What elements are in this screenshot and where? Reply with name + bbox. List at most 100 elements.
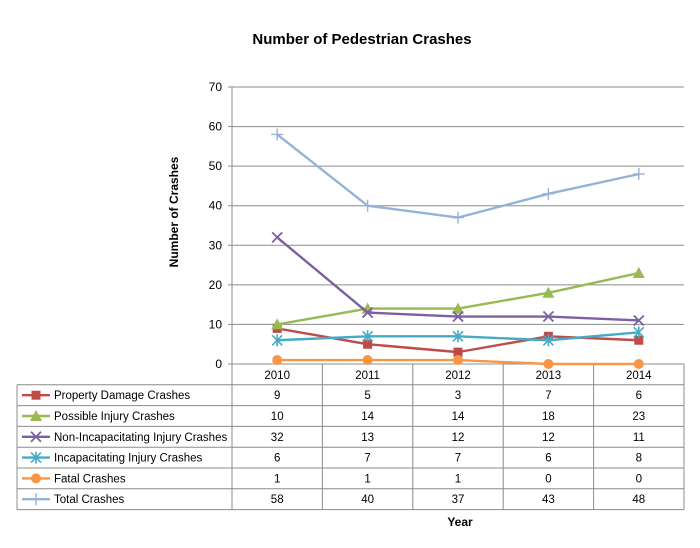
y-tick-label: 30 bbox=[209, 238, 223, 252]
legend-key bbox=[22, 451, 50, 464]
legend-marker bbox=[31, 390, 41, 400]
series-fatal-crashes bbox=[272, 355, 644, 369]
table-cell: 12 bbox=[542, 432, 555, 444]
legend-key bbox=[22, 493, 50, 506]
legend-label: Fatal Crashes bbox=[54, 473, 126, 485]
x-tick-label: 2011 bbox=[355, 370, 380, 382]
data-point bbox=[542, 310, 555, 323]
table-cell: 3 bbox=[455, 390, 461, 402]
y-tick-label: 10 bbox=[209, 317, 223, 331]
legend-label: Possible Injury Crashes bbox=[54, 411, 175, 423]
table-cell: 14 bbox=[361, 411, 374, 423]
legend-marker bbox=[30, 431, 42, 443]
data-point bbox=[452, 330, 464, 343]
data-point bbox=[453, 347, 463, 357]
series-total-crashes bbox=[271, 128, 645, 224]
y-tick-label: 20 bbox=[209, 278, 223, 292]
data-point bbox=[271, 128, 284, 141]
table-cell: 0 bbox=[545, 473, 551, 485]
x-tick-label: 2013 bbox=[536, 370, 562, 382]
data-point bbox=[363, 339, 373, 349]
table-cell: 7 bbox=[455, 453, 461, 465]
data-point bbox=[542, 334, 554, 347]
table-cell: 13 bbox=[361, 432, 374, 444]
legend-marker bbox=[30, 493, 42, 506]
data-point bbox=[542, 286, 555, 298]
y-axis-label: Number of Crashes bbox=[167, 156, 181, 267]
axes: 0 10 20 30 40 50 60 70 bbox=[209, 80, 233, 371]
data-point bbox=[272, 355, 283, 366]
y-tick-label: 40 bbox=[209, 199, 223, 213]
legend-label: Total Crashes bbox=[54, 494, 125, 506]
data-point bbox=[361, 306, 374, 319]
legend-label: Property Damage Crashes bbox=[54, 390, 190, 402]
table-cell: 10 bbox=[271, 411, 284, 423]
table-cell: 9 bbox=[274, 390, 280, 402]
data-point bbox=[453, 355, 463, 366]
x-axis-label: Year bbox=[447, 515, 473, 529]
data-point bbox=[633, 326, 645, 339]
legend-key bbox=[22, 390, 50, 400]
legend-marker bbox=[31, 473, 41, 484]
data-point bbox=[271, 318, 284, 330]
data-point bbox=[452, 211, 464, 224]
series-layer bbox=[271, 128, 645, 369]
data-point bbox=[634, 335, 644, 345]
legend-key bbox=[22, 410, 50, 421]
table-cell: 7 bbox=[545, 390, 551, 402]
table-cell: 12 bbox=[452, 432, 465, 444]
data-point bbox=[361, 199, 374, 212]
table-cell: 5 bbox=[364, 390, 370, 402]
table-cell: 7 bbox=[364, 453, 370, 465]
data-point bbox=[271, 231, 283, 244]
data-point bbox=[452, 302, 464, 314]
table-cell: 23 bbox=[632, 411, 645, 423]
table-cell: 43 bbox=[542, 494, 555, 506]
table-cell: 40 bbox=[361, 494, 374, 506]
table-cell: 1 bbox=[364, 473, 370, 485]
table-cell: 6 bbox=[545, 453, 551, 465]
table-cell: 58 bbox=[271, 494, 284, 506]
chart-title: Number of Pedestrian Crashes bbox=[252, 31, 471, 48]
data-point bbox=[633, 314, 645, 327]
data-point bbox=[362, 355, 373, 366]
legend-label: Incapacitating Injury Crashes bbox=[54, 453, 203, 465]
table-cell: 14 bbox=[452, 411, 465, 423]
x-tick-label: 2012 bbox=[445, 370, 471, 382]
series-incapacitating-injury-crashes bbox=[271, 326, 645, 347]
y-tick-label: 50 bbox=[209, 159, 223, 173]
table-cell: 18 bbox=[542, 411, 555, 423]
legend-key bbox=[22, 473, 50, 484]
y-tick-label: 0 bbox=[215, 357, 222, 371]
table-cell: 48 bbox=[632, 494, 645, 506]
x-tick-label: 2010 bbox=[264, 370, 290, 382]
legend-marker bbox=[30, 410, 42, 421]
legend-marker bbox=[30, 451, 42, 464]
table-cell: 6 bbox=[274, 453, 280, 465]
table-cell: 37 bbox=[452, 494, 465, 506]
legend-key bbox=[22, 431, 50, 443]
data-point bbox=[633, 359, 644, 369]
data-point bbox=[543, 359, 554, 369]
series-line bbox=[276, 133, 640, 219]
data-point bbox=[632, 266, 645, 278]
y-tick-label: 70 bbox=[209, 80, 223, 94]
data-point bbox=[362, 330, 374, 343]
table-cell: 32 bbox=[271, 432, 284, 444]
series-possible-injury-crashes bbox=[271, 266, 645, 330]
data-point bbox=[271, 334, 283, 347]
table-cell: 0 bbox=[636, 473, 642, 485]
table-cell: 6 bbox=[636, 390, 642, 402]
table-cell: 11 bbox=[633, 432, 645, 444]
series-non-incapacitating-injury-crashes bbox=[271, 231, 645, 327]
table-cell: 8 bbox=[636, 453, 642, 465]
table-cell: 1 bbox=[274, 473, 280, 485]
y-tick-label: 60 bbox=[209, 120, 223, 134]
x-tick-label: 2014 bbox=[626, 370, 652, 382]
table-cell: 1 bbox=[455, 473, 461, 485]
gridlines bbox=[232, 86, 684, 325]
data-point bbox=[542, 187, 555, 200]
legend-label: Non-Incapacitating Injury Crashes bbox=[54, 432, 227, 444]
data-table: 2010 2011 2012 2013 2014 Property Damage Cras… bbox=[16, 363, 685, 511]
